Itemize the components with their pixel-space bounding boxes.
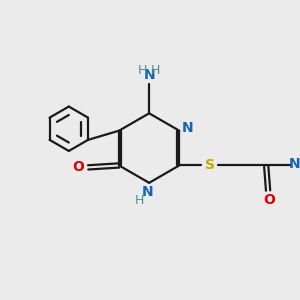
- Text: H: H: [135, 194, 144, 207]
- Text: O: O: [73, 160, 84, 174]
- Text: H: H: [151, 64, 160, 77]
- Text: N: N: [288, 158, 300, 172]
- Text: S: S: [205, 158, 215, 172]
- Text: H: H: [138, 64, 147, 77]
- Text: N: N: [141, 185, 153, 200]
- Text: N: N: [182, 121, 194, 135]
- Text: O: O: [263, 193, 275, 207]
- Text: N: N: [143, 68, 155, 83]
